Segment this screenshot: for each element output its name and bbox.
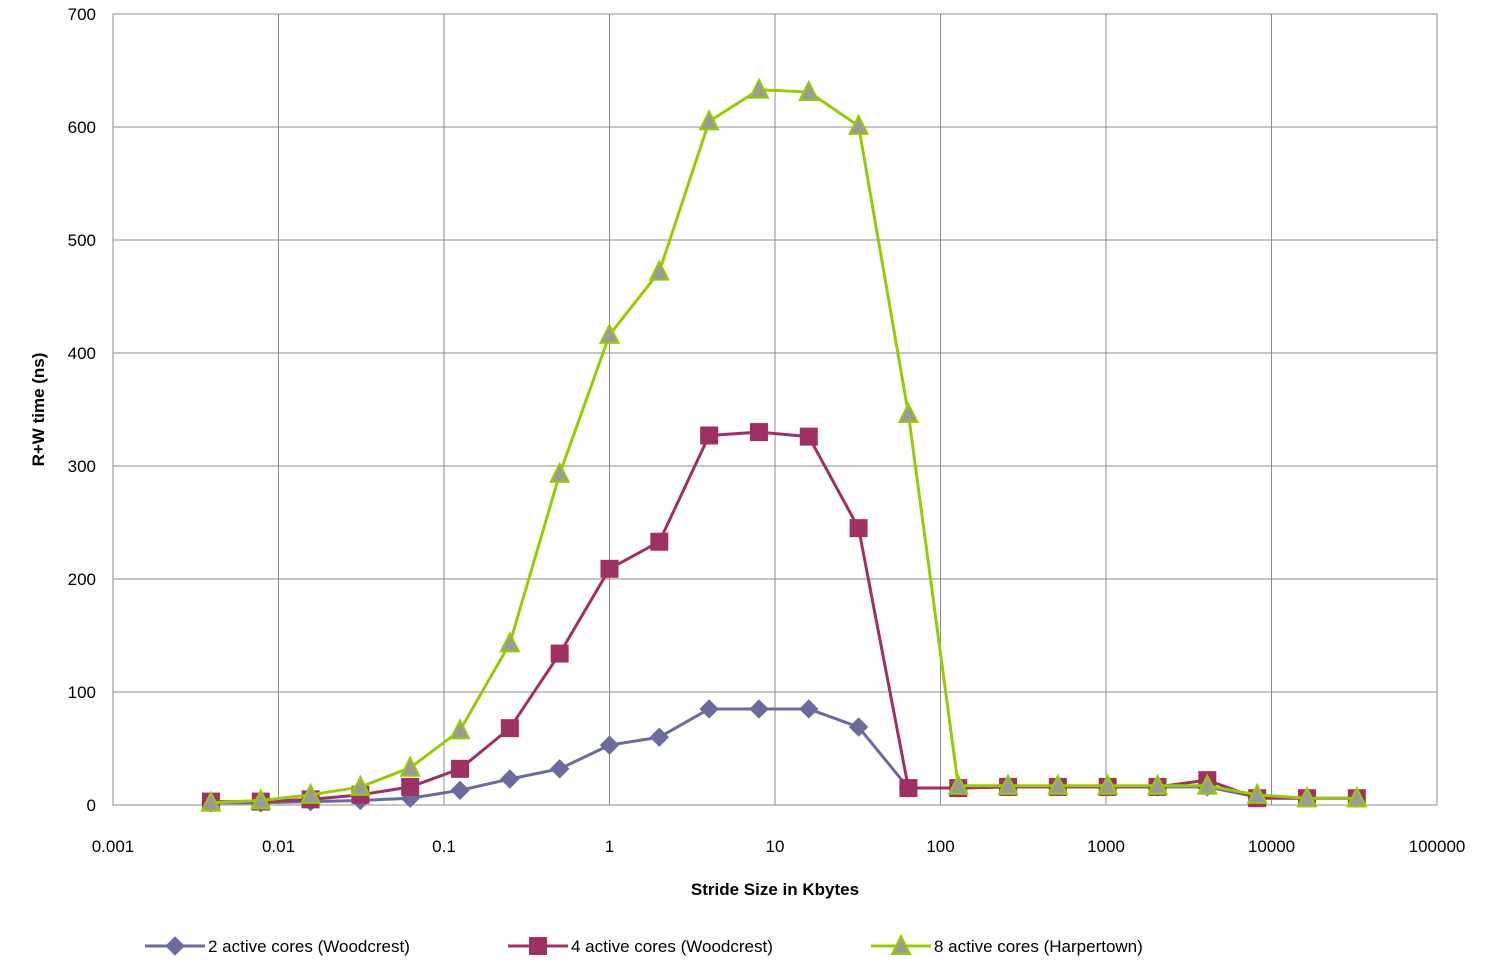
grid [112, 13, 1438, 806]
x-tick-label: 10 [766, 837, 785, 856]
data-point-square [500, 719, 519, 738]
data-point-triangle [847, 113, 870, 135]
legend-label: 2 active cores (Woodcrest) [208, 937, 410, 956]
legend-item: 8 active cores (Harpertown) [871, 933, 1143, 956]
data-point-diamond [699, 699, 719, 719]
series-line [210, 430, 1357, 804]
data-point-triangle [1146, 773, 1169, 795]
x-tick-label: 0.01 [262, 837, 295, 856]
legend-marker-square [529, 937, 547, 955]
data-point-square [749, 423, 768, 442]
data-point-triangle [1047, 773, 1069, 795]
x-axis-title: Stride Size in Kbytes [691, 880, 859, 899]
x-tick-label: 10000 [1248, 837, 1295, 856]
legend-marker-triangle [890, 933, 912, 955]
data-point-triangle [1097, 773, 1119, 795]
data-point-triangle [598, 322, 621, 344]
legend-item: 4 active cores (Woodcrest) [508, 937, 773, 956]
legend-label: 4 active cores (Woodcrest) [571, 937, 773, 956]
series-layer [200, 77, 1368, 813]
series-2 [201, 423, 1366, 811]
data-point-square [550, 644, 569, 663]
data-point-diamond [549, 759, 570, 779]
y-tick-label: 100 [68, 683, 96, 702]
plot-area-border [112, 13, 1438, 806]
data-point-triangle [1346, 785, 1368, 808]
tick-labels: 0 100 200 300 400 500 600 700 0.001 0.01 0.1 1 10 100… [68, 5, 1466, 856]
y-axis-title: R+W time (ns) [29, 353, 48, 467]
y-tick-label: 400 [68, 344, 96, 363]
data-point-diamond [500, 769, 520, 789]
data-point-square [600, 559, 619, 578]
data-point-square [849, 519, 868, 538]
legend: 2 active cores (Woodcrest) 4 active cores… [145, 933, 1143, 956]
data-point-triangle [349, 774, 372, 796]
data-point-triangle [449, 718, 471, 740]
legend-marker-diamond [165, 936, 185, 956]
data-point-triangle [897, 401, 920, 424]
x-tick-label: 100000 [1409, 837, 1466, 856]
legend-item: 2 active cores (Woodcrest) [145, 936, 410, 956]
x-tick-label: 0.1 [432, 837, 456, 856]
y-tick-label: 700 [68, 5, 96, 24]
x-tick-label: 1000 [1087, 837, 1125, 856]
data-point-square [700, 426, 719, 445]
series-line [210, 88, 1357, 805]
data-point-triangle [748, 77, 770, 99]
data-point-triangle [549, 461, 571, 483]
data-point-diamond [799, 699, 819, 719]
data-point-triangle [648, 259, 670, 281]
data-point-triangle [1296, 785, 1318, 808]
data-point-triangle [499, 631, 521, 653]
data-point-triangle [250, 788, 272, 810]
series-1 [201, 699, 1367, 813]
x-tick-label: 1 [605, 837, 614, 856]
legend-label: 8 active cores (Harpertown) [934, 937, 1143, 956]
y-tick-label: 200 [68, 570, 96, 589]
y-tick-label: 0 [87, 796, 96, 815]
series-3 [200, 77, 1368, 812]
data-point-triangle [798, 79, 820, 101]
data-point-square [451, 759, 470, 778]
y-tick-label: 300 [68, 457, 96, 476]
data-point-diamond [450, 780, 470, 801]
x-tick-label: 100 [926, 837, 954, 856]
data-point-triangle [1246, 782, 1268, 804]
x-tick-label: 0.001 [92, 837, 135, 856]
data-point-diamond [599, 735, 620, 755]
data-point-triangle [399, 755, 421, 777]
data-point-diamond [848, 717, 869, 737]
y-tick-label: 500 [68, 231, 96, 250]
data-point-triangle [997, 773, 1019, 795]
series-line [210, 707, 1357, 805]
data-point-diamond [749, 699, 769, 719]
data-point-square [899, 779, 918, 798]
data-point-square [799, 427, 818, 446]
data-point-triangle [200, 790, 222, 812]
data-point-diamond [649, 727, 670, 747]
data-point-triangle [947, 773, 969, 795]
data-point-square [650, 532, 669, 551]
data-point-triangle [698, 109, 720, 131]
data-point-triangle [1196, 773, 1218, 795]
data-point-triangle [299, 782, 322, 804]
y-tick-label: 600 [68, 118, 96, 137]
data-point-square [401, 777, 420, 796]
